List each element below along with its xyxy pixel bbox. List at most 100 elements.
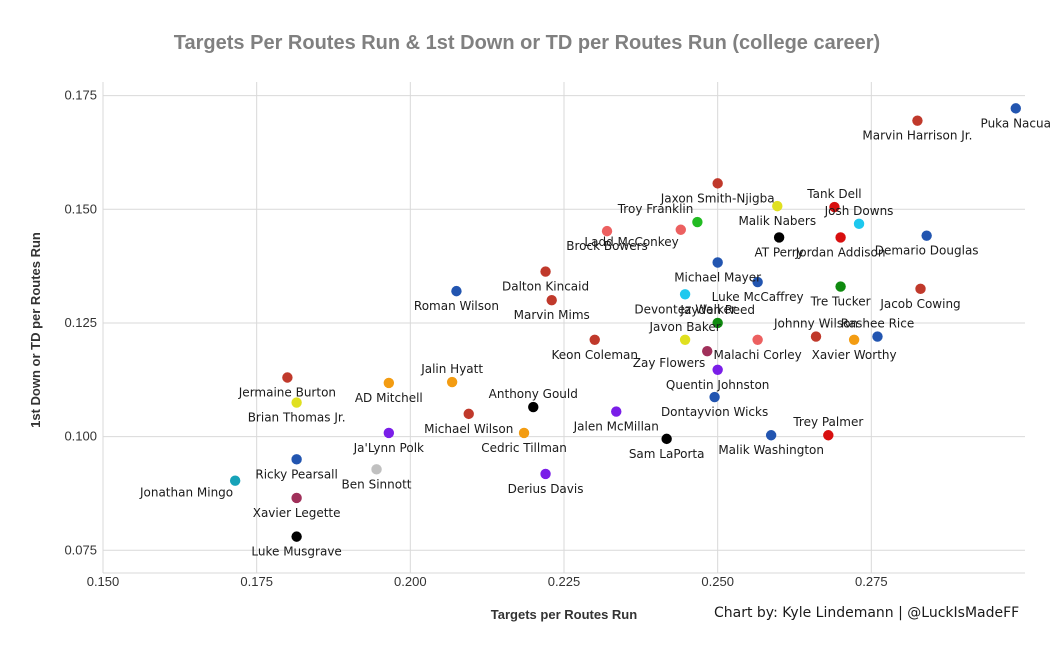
data-point <box>446 376 458 388</box>
point-label: Derius Davis <box>508 482 584 496</box>
data-point <box>835 281 846 292</box>
data-point <box>540 468 551 480</box>
point-label: Demario Douglas <box>875 244 979 258</box>
data-point <box>463 408 474 420</box>
data-point <box>611 406 622 417</box>
data-point <box>810 331 822 342</box>
point-label: Dalton Kincaid <box>502 280 589 294</box>
data-point <box>540 266 551 277</box>
data-point <box>765 430 777 441</box>
point-label: Josh Downs <box>824 204 894 218</box>
data-point <box>752 334 763 345</box>
data-point <box>912 115 923 126</box>
data-point <box>282 372 293 383</box>
point-label: Puka Nacua <box>981 116 1051 130</box>
point-label: Jonathan Mingo <box>139 486 233 500</box>
data-point <box>712 364 723 375</box>
data-point <box>709 391 720 403</box>
data-point <box>528 401 539 413</box>
data-point <box>383 377 395 389</box>
point-label: Dontayvion Wicks <box>661 405 768 419</box>
data-point <box>921 230 932 241</box>
point-label: Zay Flowers <box>633 356 705 370</box>
point-label: Rashee Rice <box>841 317 915 331</box>
data-point <box>589 334 600 345</box>
data-point <box>371 464 382 475</box>
point-label: Michael Mayer <box>674 270 761 284</box>
data-point <box>679 289 691 300</box>
point-label: Tre Tucker <box>810 295 871 309</box>
point-label: Sam LaPorta <box>629 447 705 461</box>
data-point <box>752 276 763 288</box>
point-label: Johnny Wilson <box>773 317 858 331</box>
data-point <box>451 285 462 297</box>
point-label: Ben Sinnott <box>342 477 412 491</box>
chart-title: Targets Per Routes Run & 1st Down or TD … <box>174 32 880 54</box>
x-tick-label: 0.275 <box>855 574 888 589</box>
data-point <box>872 331 883 342</box>
point-label: Jacob Cowing <box>879 297 960 311</box>
point-label: Tank Dell <box>806 187 861 201</box>
point-label: Michael Wilson <box>424 422 513 436</box>
point-label: Jalen McMillan <box>573 420 659 434</box>
point-label: Quentin Johnston <box>666 378 770 392</box>
y-tick-label: 0.125 <box>64 315 97 330</box>
data-point <box>518 427 530 439</box>
data-point <box>692 216 703 228</box>
point-label: Brock Bowers <box>566 239 648 253</box>
point-label: Trey Palmer <box>792 415 863 429</box>
point-label: Jordan Addison <box>795 245 886 259</box>
y-tick-label: 0.075 <box>64 542 97 557</box>
data-points <box>229 103 1021 542</box>
data-point <box>712 257 723 268</box>
y-axis-label: 1st Down or TD per Routes Run <box>28 232 43 428</box>
point-label: Xavier Worthy <box>812 348 897 362</box>
data-point <box>601 225 613 237</box>
point-label: Ricky Pearsall <box>255 467 337 481</box>
point-label: AD Mitchell <box>355 391 423 405</box>
data-point <box>835 232 846 243</box>
x-tick-label: 0.175 <box>240 574 273 589</box>
point-label: Malachi Corley <box>714 348 802 362</box>
point-label: Jermaine Burton <box>238 386 336 400</box>
data-point <box>853 218 865 230</box>
data-point <box>291 492 302 504</box>
tick-labels: 0.150 0.175 0.200 0.225 0.250 0.275 0.075 0.100… <box>64 88 887 589</box>
y-tick-label: 0.150 <box>64 201 97 216</box>
data-point <box>661 433 672 445</box>
data-point <box>679 334 691 345</box>
point-label: Jayden Reed <box>679 303 755 317</box>
x-tick-label: 0.150 <box>87 574 120 589</box>
point-label: Luke Musgrave <box>251 545 341 559</box>
data-point <box>229 475 241 486</box>
data-point <box>383 427 395 439</box>
data-point <box>772 200 783 212</box>
data-point <box>823 430 834 441</box>
point-label: Ladd McConkey <box>584 235 678 249</box>
point-label: Marvin Harrison Jr. <box>862 129 972 143</box>
chart-credit: Chart by: Kyle Lindemann | @LuckIsMadeFF <box>714 605 1019 621</box>
data-point <box>291 531 302 542</box>
point-label: Roman Wilson <box>414 299 499 313</box>
x-tick-label: 0.250 <box>701 574 734 589</box>
point-label: AT Perry <box>754 245 803 259</box>
data-point <box>915 283 926 295</box>
point-labels: Puka Nacua Marvin Harrison Jr. Jaxon Smith… <box>139 116 1051 558</box>
point-label: Anthony Gould <box>489 387 578 401</box>
point-label: Malik Washington <box>718 443 824 457</box>
x-axis-label: Targets per Routes Run <box>491 607 637 622</box>
data-point <box>546 295 557 306</box>
data-point <box>291 454 302 465</box>
data-point <box>291 397 302 408</box>
y-tick-label: 0.100 <box>64 429 97 444</box>
point-label: Brian Thomas Jr. <box>248 411 346 425</box>
data-point <box>1010 103 1021 114</box>
data-point <box>712 317 723 329</box>
point-label: Keon Coleman <box>551 348 638 362</box>
x-tick-label: 0.225 <box>548 574 581 589</box>
data-point <box>702 345 713 357</box>
point-label: Ja'Lynn Polk <box>353 441 424 455</box>
data-point <box>773 232 785 243</box>
point-label: Jalin Hyatt <box>420 362 483 376</box>
data-point <box>675 224 686 235</box>
